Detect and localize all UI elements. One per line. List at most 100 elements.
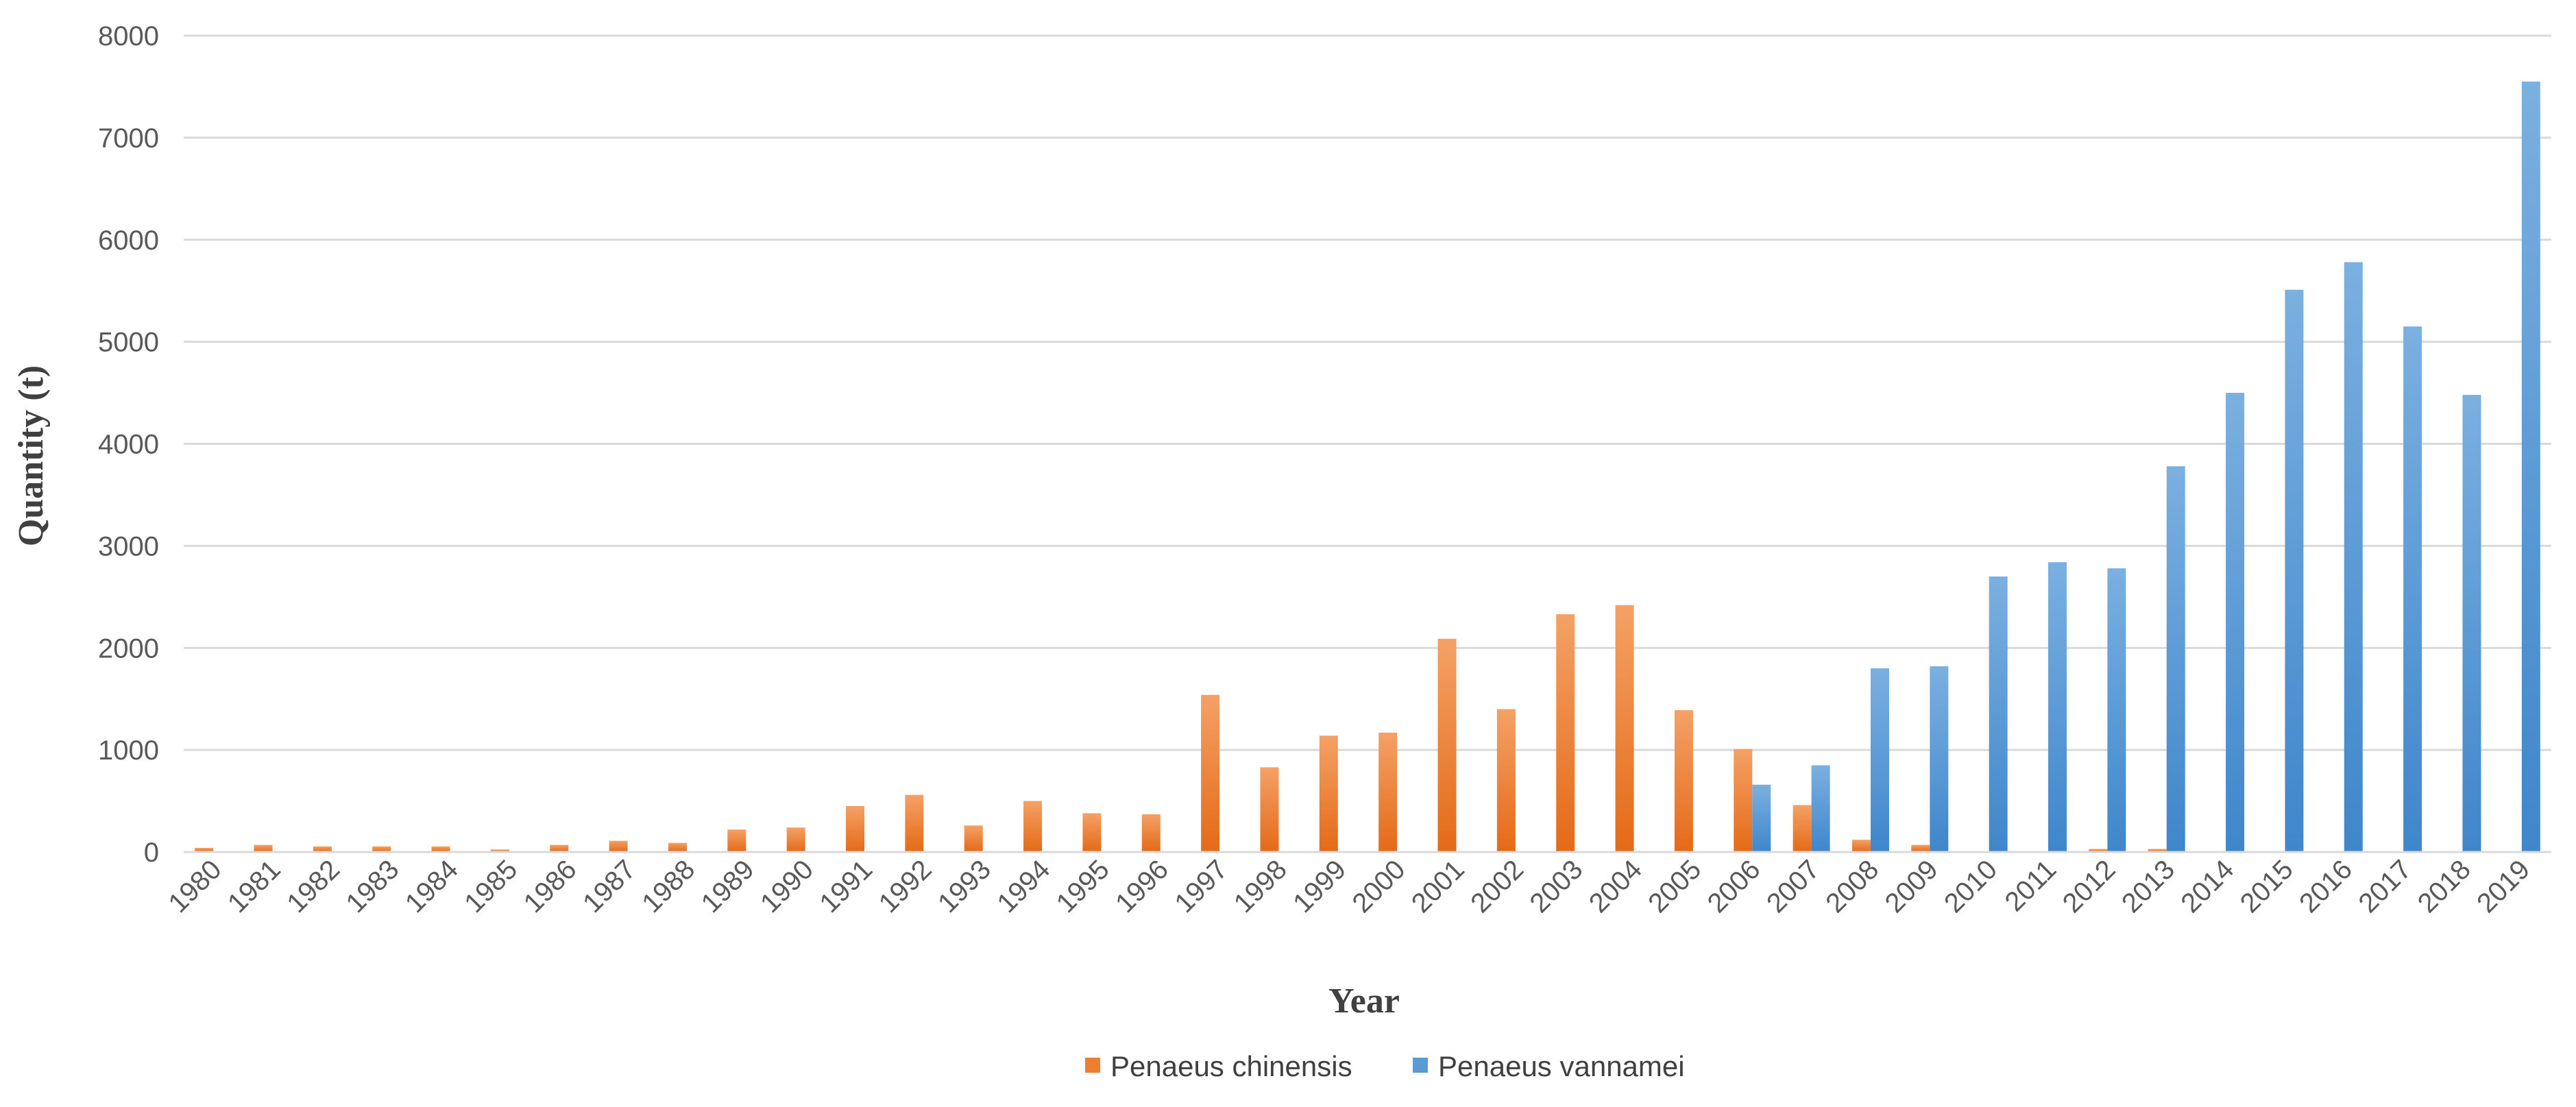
bar-penaeus-chinensis-2005 bbox=[1674, 710, 1693, 852]
bar-penaeus-chinensis-2013 bbox=[2148, 849, 2167, 852]
x-tick-label-2012: 2012 bbox=[2057, 854, 2122, 919]
bar-penaeus-chinensis-1992 bbox=[905, 794, 924, 852]
bars bbox=[195, 81, 2540, 853]
bar-penaeus-chinensis-1982 bbox=[313, 846, 332, 852]
bar-penaeus-vannamei-2008 bbox=[1870, 668, 1889, 852]
bar-penaeus-chinensis-1994 bbox=[1023, 801, 1043, 852]
x-tick-label-1994: 1994 bbox=[991, 854, 1056, 919]
x-tick-label-2000: 2000 bbox=[1347, 854, 1411, 919]
x-axis-title: Year bbox=[1328, 982, 1400, 1021]
bar-penaeus-chinensis-2002 bbox=[1496, 709, 1516, 852]
bar-penaeus-chinensis-2007 bbox=[1793, 805, 1812, 852]
bar-penaeus-chinensis-1996 bbox=[1141, 814, 1161, 852]
x-tick-label-1996: 1996 bbox=[1110, 854, 1174, 919]
x-tick-label-2007: 2007 bbox=[1761, 854, 1825, 919]
x-tick-label-2015: 2015 bbox=[2235, 854, 2299, 919]
bar-penaeus-vannamei-2010 bbox=[1989, 576, 2008, 852]
bar-penaeus-vannamei-2018 bbox=[2462, 395, 2481, 852]
x-tick-label-1988: 1988 bbox=[636, 854, 701, 919]
x-tick-label-1993: 1993 bbox=[932, 854, 997, 919]
bar-penaeus-chinensis-2012 bbox=[2089, 849, 2108, 852]
y-tick-label-8000: 8000 bbox=[98, 21, 159, 51]
x-tick-label-2008: 2008 bbox=[1820, 854, 1884, 919]
bar-penaeus-vannamei-2019 bbox=[2521, 81, 2540, 852]
x-tick-label-1999: 1999 bbox=[1287, 854, 1352, 919]
y-tick-label-4000: 4000 bbox=[98, 430, 159, 460]
x-axis-ticks: 1980198119821983198419851986198719881989… bbox=[163, 854, 2536, 919]
x-tick-label-1986: 1986 bbox=[518, 854, 583, 919]
x-tick-label-1983: 1983 bbox=[341, 854, 405, 919]
bar-penaeus-vannamei-2016 bbox=[2344, 262, 2363, 852]
x-tick-label-2006: 2006 bbox=[1702, 854, 1766, 919]
bar-penaeus-vannamei-2011 bbox=[2048, 562, 2067, 852]
bar-penaeus-chinensis-1995 bbox=[1082, 813, 1102, 852]
x-tick-label-1990: 1990 bbox=[755, 854, 819, 919]
gridlines bbox=[184, 34, 2551, 751]
bar-penaeus-chinensis-1997 bbox=[1201, 694, 1220, 852]
bar-penaeus-vannamei-2017 bbox=[2403, 326, 2422, 852]
bar-penaeus-chinensis-2004 bbox=[1615, 605, 1634, 852]
bar-penaeus-chinensis-1987 bbox=[609, 840, 628, 852]
bar-penaeus-chinensis-2008 bbox=[1851, 840, 1871, 852]
y-axis-title: Quantity (t) bbox=[12, 365, 51, 546]
x-tick-label-1991: 1991 bbox=[814, 854, 878, 919]
y-tick-label-7000: 7000 bbox=[98, 123, 159, 154]
x-tick-label-2005: 2005 bbox=[1642, 854, 1707, 919]
bar-penaeus-chinensis-1984 bbox=[431, 846, 450, 852]
bar-penaeus-vannamei-2012 bbox=[2107, 568, 2126, 852]
bar-penaeus-chinensis-1999 bbox=[1319, 735, 1338, 852]
x-tick-label-1997: 1997 bbox=[1169, 854, 1233, 919]
bar-penaeus-chinensis-2000 bbox=[1378, 732, 1398, 852]
x-tick-label-2003: 2003 bbox=[1524, 854, 1589, 919]
bar-penaeus-vannamei-2009 bbox=[1930, 666, 1949, 852]
y-tick-label-1000: 1000 bbox=[98, 735, 159, 766]
x-tick-label-2002: 2002 bbox=[1465, 854, 1529, 919]
legend-label-penaeus-vannamei: Penaeus vannamei bbox=[1438, 1050, 1685, 1082]
x-tick-label-1998: 1998 bbox=[1228, 854, 1293, 919]
x-tick-label-2019: 2019 bbox=[2471, 854, 2536, 919]
x-tick-label-1981: 1981 bbox=[222, 854, 287, 919]
x-tick-label-1985: 1985 bbox=[459, 854, 523, 919]
bar-penaeus-vannamei-2014 bbox=[2226, 393, 2245, 852]
x-tick-label-2018: 2018 bbox=[2412, 854, 2477, 919]
x-tick-label-1980: 1980 bbox=[163, 854, 228, 919]
legend-swatch-penaeus-chinensis bbox=[1085, 1058, 1100, 1073]
bar-penaeus-vannamei-2015 bbox=[2285, 289, 2304, 853]
x-tick-label-2017: 2017 bbox=[2353, 854, 2417, 919]
legend-swatch-penaeus-vannamei bbox=[1413, 1058, 1428, 1073]
bar-penaeus-chinensis-1985 bbox=[490, 849, 509, 852]
x-tick-label-2014: 2014 bbox=[2175, 854, 2239, 919]
bar-penaeus-chinensis-1980 bbox=[195, 848, 214, 852]
bar-penaeus-chinensis-1981 bbox=[254, 844, 273, 852]
bar-penaeus-vannamei-2007 bbox=[1811, 765, 1830, 852]
y-tick-label-0: 0 bbox=[144, 838, 159, 868]
bar-penaeus-chinensis-1983 bbox=[372, 846, 391, 852]
bar-penaeus-chinensis-2001 bbox=[1437, 638, 1457, 852]
x-tick-label-2004: 2004 bbox=[1583, 854, 1648, 919]
x-tick-label-1992: 1992 bbox=[873, 854, 938, 919]
x-tick-label-2016: 2016 bbox=[2294, 854, 2358, 919]
x-tick-label-1984: 1984 bbox=[400, 854, 464, 919]
x-tick-label-2009: 2009 bbox=[1880, 854, 1944, 919]
legend-label-penaeus-chinensis: Penaeus chinensis bbox=[1110, 1050, 1352, 1082]
bar-penaeus-chinensis-1989 bbox=[727, 829, 746, 852]
bar-penaeus-chinensis-2006 bbox=[1734, 749, 1753, 852]
x-tick-label-2011: 2011 bbox=[1999, 854, 2062, 917]
bar-penaeus-chinensis-1998 bbox=[1260, 767, 1279, 852]
bar-penaeus-chinensis-1991 bbox=[846, 806, 865, 852]
x-tick-label-1982: 1982 bbox=[281, 854, 345, 919]
x-tick-label-2013: 2013 bbox=[2116, 854, 2180, 919]
x-tick-label-1989: 1989 bbox=[696, 854, 760, 919]
bar-penaeus-chinensis-2003 bbox=[1556, 614, 1575, 852]
x-tick-label-2010: 2010 bbox=[1939, 854, 2003, 919]
bar-penaeus-chinensis-1988 bbox=[668, 842, 687, 852]
bar-penaeus-chinensis-1993 bbox=[964, 825, 983, 852]
bar-penaeus-chinensis-2009 bbox=[1911, 844, 1930, 852]
legend: Penaeus chinensis Penaeus vannamei bbox=[1085, 1050, 1685, 1082]
y-axis-ticks: 0 1000 2000 3000 4000 5000 6000 7000 8000 bbox=[98, 21, 159, 868]
x-tick-label-1995: 1995 bbox=[1051, 854, 1115, 919]
y-tick-label-5000: 5000 bbox=[98, 328, 159, 358]
bar-penaeus-vannamei-2006 bbox=[1752, 784, 1771, 852]
y-tick-label-3000: 3000 bbox=[98, 531, 159, 561]
